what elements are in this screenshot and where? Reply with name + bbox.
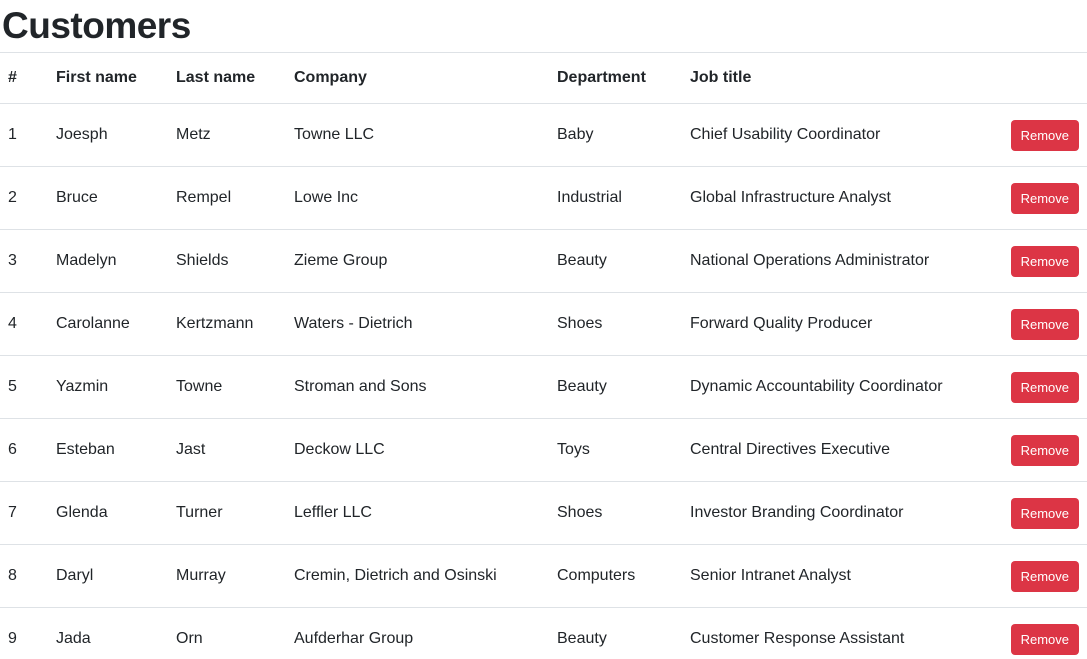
cell-actions: Remove: [998, 418, 1087, 482]
customers-table: # First name Last name Company Departmen…: [0, 52, 1087, 659]
cell-job-title: Central Directives Executive: [682, 418, 998, 482]
cell-department: Beauty: [549, 229, 682, 293]
table-row: 7 Glenda Turner Leffler LLC Shoes Invest…: [0, 481, 1087, 545]
remove-button[interactable]: Remove: [1010, 245, 1079, 277]
cell-actions: Remove: [998, 292, 1087, 356]
cell-department: Beauty: [549, 607, 682, 659]
cell-row-index: 3: [0, 229, 48, 293]
cell-actions: Remove: [998, 481, 1087, 545]
cell-company: Towne LLC: [286, 103, 549, 167]
cell-department: Computers: [549, 544, 682, 608]
cell-last-name: Turner: [168, 481, 286, 545]
cell-company: Waters - Dietrich: [286, 292, 549, 356]
cell-job-title: Global Infrastructure Analyst: [682, 166, 998, 230]
cell-last-name: Metz: [168, 103, 286, 167]
cell-department: Industrial: [549, 166, 682, 230]
column-header-job-title: Job title: [682, 52, 998, 104]
table-row: 4 Carolanne Kertzmann Waters - Dietrich …: [0, 292, 1087, 356]
cell-job-title: Forward Quality Producer: [682, 292, 998, 356]
cell-first-name: Carolanne: [48, 292, 168, 356]
table-row: 9 Jada Orn Aufderhar Group Beauty Custom…: [0, 607, 1087, 659]
cell-first-name: Jada: [48, 607, 168, 659]
column-header-department: Department: [549, 52, 682, 104]
cell-row-index: 9: [0, 607, 48, 659]
remove-button[interactable]: Remove: [1010, 434, 1079, 466]
remove-button[interactable]: Remove: [1010, 623, 1079, 655]
cell-job-title: Senior Intranet Analyst: [682, 544, 998, 608]
column-header-last-name: Last name: [168, 52, 286, 104]
cell-company: Stroman and Sons: [286, 355, 549, 419]
cell-first-name: Madelyn: [48, 229, 168, 293]
remove-button[interactable]: Remove: [1010, 371, 1079, 403]
table-row: 6 Esteban Jast Deckow LLC Toys Central D…: [0, 418, 1087, 482]
cell-department: Beauty: [549, 355, 682, 419]
column-header-first-name: First name: [48, 52, 168, 104]
cell-department: Baby: [549, 103, 682, 167]
cell-department: Shoes: [549, 292, 682, 356]
column-header-actions: [998, 52, 1087, 104]
cell-actions: Remove: [998, 166, 1087, 230]
cell-row-index: 7: [0, 481, 48, 545]
cell-department: Shoes: [549, 481, 682, 545]
cell-job-title: National Operations Administrator: [682, 229, 998, 293]
cell-last-name: Jast: [168, 418, 286, 482]
cell-last-name: Murray: [168, 544, 286, 608]
cell-job-title: Customer Response Assistant: [682, 607, 998, 659]
cell-company: Leffler LLC: [286, 481, 549, 545]
cell-row-index: 8: [0, 544, 48, 608]
cell-company: Zieme Group: [286, 229, 549, 293]
remove-button[interactable]: Remove: [1010, 560, 1079, 592]
cell-first-name: Esteban: [48, 418, 168, 482]
cell-actions: Remove: [998, 607, 1087, 659]
cell-department: Toys: [549, 418, 682, 482]
cell-last-name: Kertzmann: [168, 292, 286, 356]
cell-company: Deckow LLC: [286, 418, 549, 482]
cell-last-name: Orn: [168, 607, 286, 659]
table-body: 1 Joesph Metz Towne LLC Baby Chief Usabi…: [0, 103, 1087, 659]
cell-first-name: Bruce: [48, 166, 168, 230]
column-header-index: #: [0, 52, 48, 104]
cell-first-name: Daryl: [48, 544, 168, 608]
remove-button[interactable]: Remove: [1010, 119, 1079, 151]
table-row: 2 Bruce Rempel Lowe Inc Industrial Globa…: [0, 166, 1087, 230]
cell-company: Aufderhar Group: [286, 607, 549, 659]
remove-button[interactable]: Remove: [1010, 182, 1079, 214]
cell-last-name: Rempel: [168, 166, 286, 230]
cell-job-title: Investor Branding Coordinator: [682, 481, 998, 545]
cell-actions: Remove: [998, 544, 1087, 608]
cell-company: Cremin, Dietrich and Osinski: [286, 544, 549, 608]
remove-button[interactable]: Remove: [1010, 308, 1079, 340]
cell-first-name: Yazmin: [48, 355, 168, 419]
remove-button[interactable]: Remove: [1010, 497, 1079, 529]
cell-job-title: Chief Usability Coordinator: [682, 103, 998, 167]
table-row: 1 Joesph Metz Towne LLC Baby Chief Usabi…: [0, 103, 1087, 167]
table-header-row: # First name Last name Company Departmen…: [0, 52, 1087, 104]
page-title: Customers: [2, 5, 191, 46]
cell-actions: Remove: [998, 355, 1087, 419]
table-row: 8 Daryl Murray Cremin, Dietrich and Osin…: [0, 544, 1087, 608]
table-row: 5 Yazmin Towne Stroman and Sons Beauty D…: [0, 355, 1087, 419]
cell-company: Lowe Inc: [286, 166, 549, 230]
table-header: # First name Last name Company Departmen…: [0, 52, 1087, 104]
cell-row-index: 5: [0, 355, 48, 419]
table-row: 3 Madelyn Shields Zieme Group Beauty Nat…: [0, 229, 1087, 293]
cell-job-title: Dynamic Accountability Coordinator: [682, 355, 998, 419]
cell-row-index: 2: [0, 166, 48, 230]
cell-row-index: 1: [0, 103, 48, 167]
column-header-company: Company: [286, 52, 549, 104]
cell-last-name: Towne: [168, 355, 286, 419]
cell-first-name: Joesph: [48, 103, 168, 167]
cell-row-index: 4: [0, 292, 48, 356]
cell-first-name: Glenda: [48, 481, 168, 545]
cell-row-index: 6: [0, 418, 48, 482]
cell-actions: Remove: [998, 229, 1087, 293]
cell-last-name: Shields: [168, 229, 286, 293]
cell-actions: Remove: [998, 103, 1087, 167]
